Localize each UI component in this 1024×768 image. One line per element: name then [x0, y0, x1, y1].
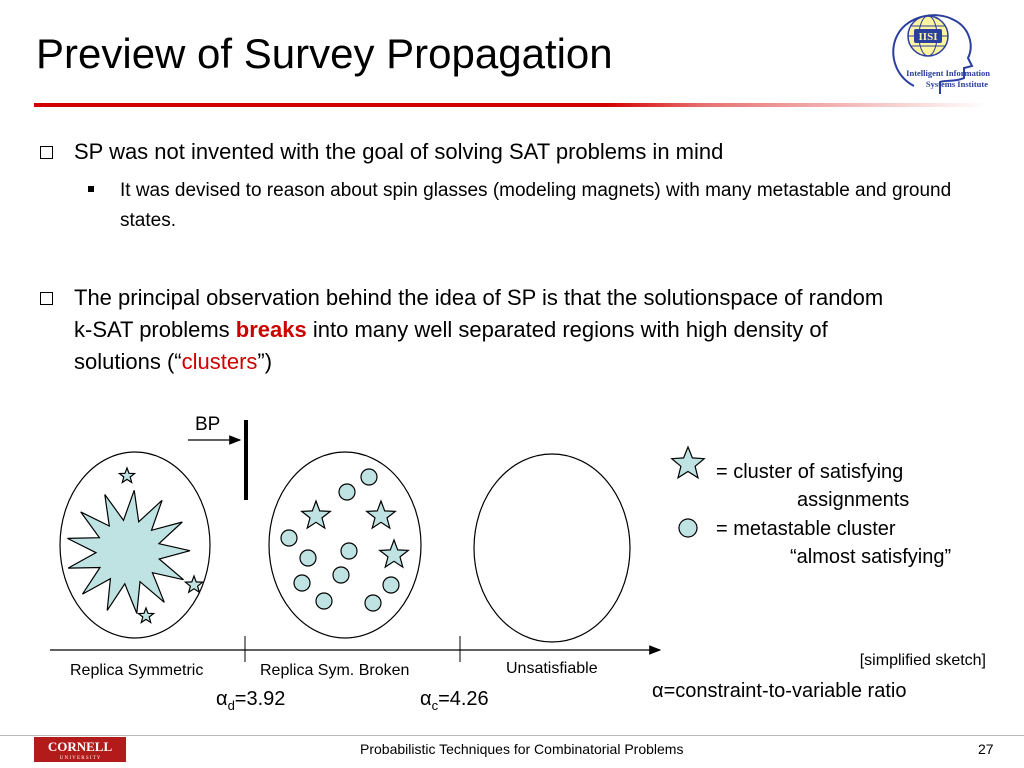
metastable-circle-icon — [315, 592, 333, 610]
unsatisfiable-region — [473, 453, 631, 643]
logo-text-line2: Systems Institute — [926, 79, 988, 89]
alpha-c-symbol: α — [420, 688, 432, 710]
bp-label: BP — [195, 414, 220, 435]
metastable-circle-icon — [293, 574, 311, 592]
alpha-d-value: =3.92 — [235, 688, 286, 710]
cluster-star-icon — [365, 499, 397, 530]
phase-diagram: BP Replica Symmetric Replica Sym. Broken… — [50, 414, 986, 713]
bullet-2-text-part2: into many well separated regions with hi… — [74, 317, 828, 374]
cluster-star-icon — [300, 499, 332, 530]
head-silhouette — [892, 14, 974, 94]
cluster-star-icon — [183, 574, 205, 594]
iisi-logo: IISI Intelligent Information Systems Ins… — [892, 14, 990, 94]
alpha-d-subscript: d — [228, 698, 235, 713]
page-number: 27 — [978, 741, 994, 757]
hollow-square-bullet-icon — [40, 292, 53, 305]
cornell-wordmark: CORNELL — [48, 739, 113, 754]
hollow-square-bullet-icon — [40, 146, 53, 159]
legend-circle-line1: = metastable cluster — [716, 518, 896, 540]
alpha-c-label: αc=4.26 — [420, 688, 489, 713]
alpha-d-symbol: α — [216, 688, 228, 710]
logo-text-iisi: IISI — [919, 31, 938, 43]
bullet-1-sub: It was devised to reason about spin glas… — [88, 176, 988, 236]
footer-course-title: Probabilistic Techniques for Combinatori… — [360, 741, 684, 757]
filled-square-bullet-icon — [88, 186, 94, 192]
legend-circle-icon — [678, 518, 698, 538]
bullet-1-sub-text: It was devised to reason about spin glas… — [120, 180, 952, 231]
cluster-star-icon — [136, 606, 156, 624]
alpha-c-value: =4.26 — [438, 688, 489, 710]
legend-star-line2: assignments — [797, 489, 909, 511]
metastable-circle-icon — [299, 549, 317, 567]
phase-label-unsatisfiable: Unsatisfiable — [506, 660, 598, 677]
alpha-definition: α=constraint-to-variable ratio — [652, 680, 906, 702]
cluster-star-icon — [378, 538, 410, 569]
metastable-circle-icon — [338, 483, 356, 501]
big-solution-cluster-icon — [67, 490, 191, 614]
clusters-emphasis: clusters — [181, 349, 258, 374]
bullet-2: The principal observation behind the ide… — [40, 282, 900, 378]
sketch-note: [simplified sketch] — [860, 652, 986, 669]
phase-label-replica-broken: Replica Sym. Broken — [260, 662, 409, 679]
metastable-clusters — [280, 468, 400, 612]
metastable-circle-icon — [360, 468, 378, 486]
bullet-2-text: The principal observation behind the ide… — [74, 282, 900, 378]
breaks-emphasis: breaks — [235, 317, 307, 342]
bullet-2-text-part1: The principal observation behind the ide… — [74, 285, 884, 342]
alpha-c-subscript: c — [432, 698, 439, 713]
metastable-circle-icon — [382, 576, 400, 594]
cornell-logo: CORNELL U N I V E R S I T Y — [34, 737, 126, 762]
bullet-2-text-part3: ”) — [257, 349, 273, 374]
bullet-1-text: SP was not invented with the goal of sol… — [74, 139, 724, 164]
slide-title: Preview of Survey Propagation — [36, 30, 613, 77]
metastable-circle-icon — [340, 542, 358, 560]
metastable-circle-icon — [332, 566, 350, 584]
phase-label-replica-symmetric: Replica Symmetric — [70, 662, 203, 679]
cluster-star-icon — [117, 466, 137, 484]
star-clusters — [117, 466, 410, 624]
logo-text-line1: Intelligent Information — [906, 68, 990, 78]
metastable-circle-icon — [364, 594, 382, 612]
footer-divider — [0, 735, 1024, 736]
legend-circle-line2: “almost satisfying” — [790, 546, 951, 568]
legend-star-line1: = cluster of satisfying — [716, 461, 903, 483]
alpha-d-label: αd=3.92 — [216, 688, 285, 713]
legend-star-icon — [670, 445, 706, 480]
title-underline — [34, 103, 989, 107]
bullet-1: SP was not invented with the goal of sol… — [40, 136, 1000, 168]
cornell-university: U N I V E R S I T Y — [60, 756, 101, 761]
metastable-circle-icon — [280, 529, 298, 547]
